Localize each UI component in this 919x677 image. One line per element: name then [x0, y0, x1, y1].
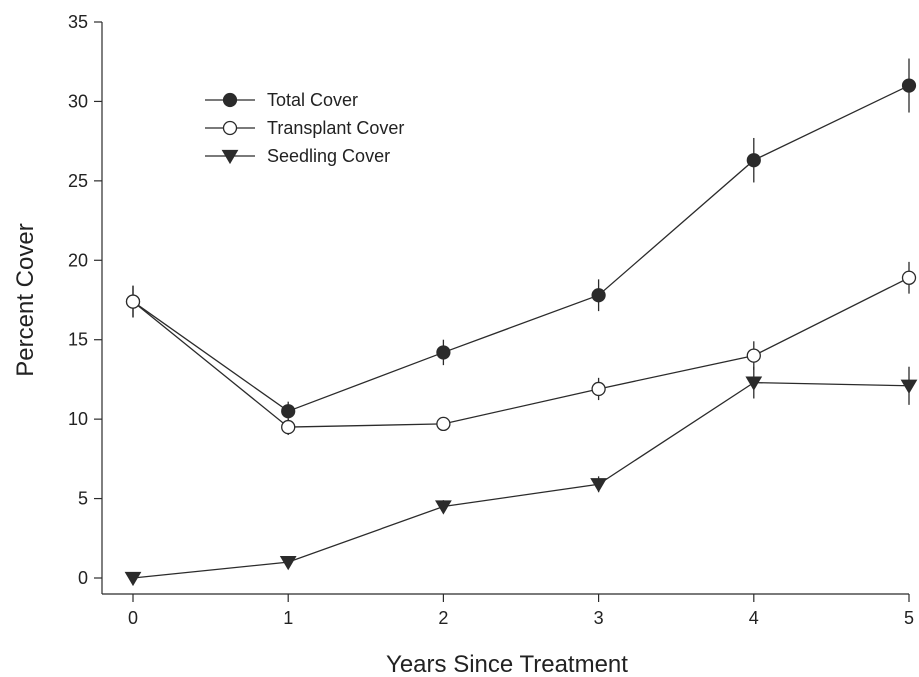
legend-item: Seedling Cover — [205, 146, 390, 166]
y-tick-label: 0 — [78, 568, 88, 588]
data-point — [900, 379, 918, 394]
legend-label: Total Cover — [267, 90, 358, 110]
data-point — [281, 404, 296, 419]
legend-label: Transplant Cover — [267, 118, 404, 138]
data-point — [901, 270, 917, 285]
x-axis-title: Years Since Treatment — [386, 651, 628, 677]
y-axis-title: Percent Cover — [12, 223, 39, 376]
series-line — [132, 84, 910, 412]
data-point — [901, 78, 917, 93]
series-seedling-cover — [124, 366, 918, 587]
data-point — [281, 419, 296, 435]
x-tick-label: 1 — [283, 608, 293, 628]
x-tick-label: 3 — [594, 608, 604, 628]
data-point — [591, 288, 606, 303]
data-point — [125, 294, 141, 309]
series-total-cover — [125, 58, 917, 421]
series-line — [132, 277, 910, 428]
data-point — [435, 500, 452, 515]
axes: 0 5 10 15 20 25 30 35 0 1 2 3 4 5 — [68, 12, 914, 628]
data-point — [746, 153, 761, 168]
y-tick-label: 25 — [68, 171, 88, 191]
legend-marker — [221, 149, 239, 165]
data-point — [591, 381, 606, 397]
data-point — [746, 348, 761, 363]
y-tick-label: 30 — [68, 91, 88, 111]
data-point — [436, 416, 451, 432]
series-transplant-cover — [125, 261, 917, 436]
y-tick-label: 15 — [68, 330, 88, 350]
series-line — [132, 381, 910, 579]
data-point — [745, 376, 763, 391]
legend-marker — [222, 120, 238, 136]
data-point — [279, 555, 297, 571]
x-tick-label: 0 — [128, 608, 138, 628]
legend-item: Transplant Cover — [205, 118, 404, 138]
x-tick-label: 4 — [749, 608, 759, 628]
series-layer — [124, 58, 918, 587]
data-point — [124, 571, 142, 587]
data-point — [436, 345, 451, 360]
legend-item: Total Cover — [205, 90, 358, 110]
x-tick-label: 5 — [904, 608, 914, 628]
data-point — [590, 478, 607, 493]
legend-marker — [222, 92, 238, 108]
legend-label: Seedling Cover — [267, 146, 390, 166]
y-tick-label: 20 — [68, 250, 88, 270]
y-tick-label: 35 — [68, 12, 88, 32]
y-tick-label: 5 — [78, 489, 88, 509]
x-tick-label: 2 — [438, 608, 448, 628]
y-tick-label: 10 — [68, 409, 88, 429]
legend: Total Cover Transplant Cover Seedling Cove… — [205, 90, 404, 166]
